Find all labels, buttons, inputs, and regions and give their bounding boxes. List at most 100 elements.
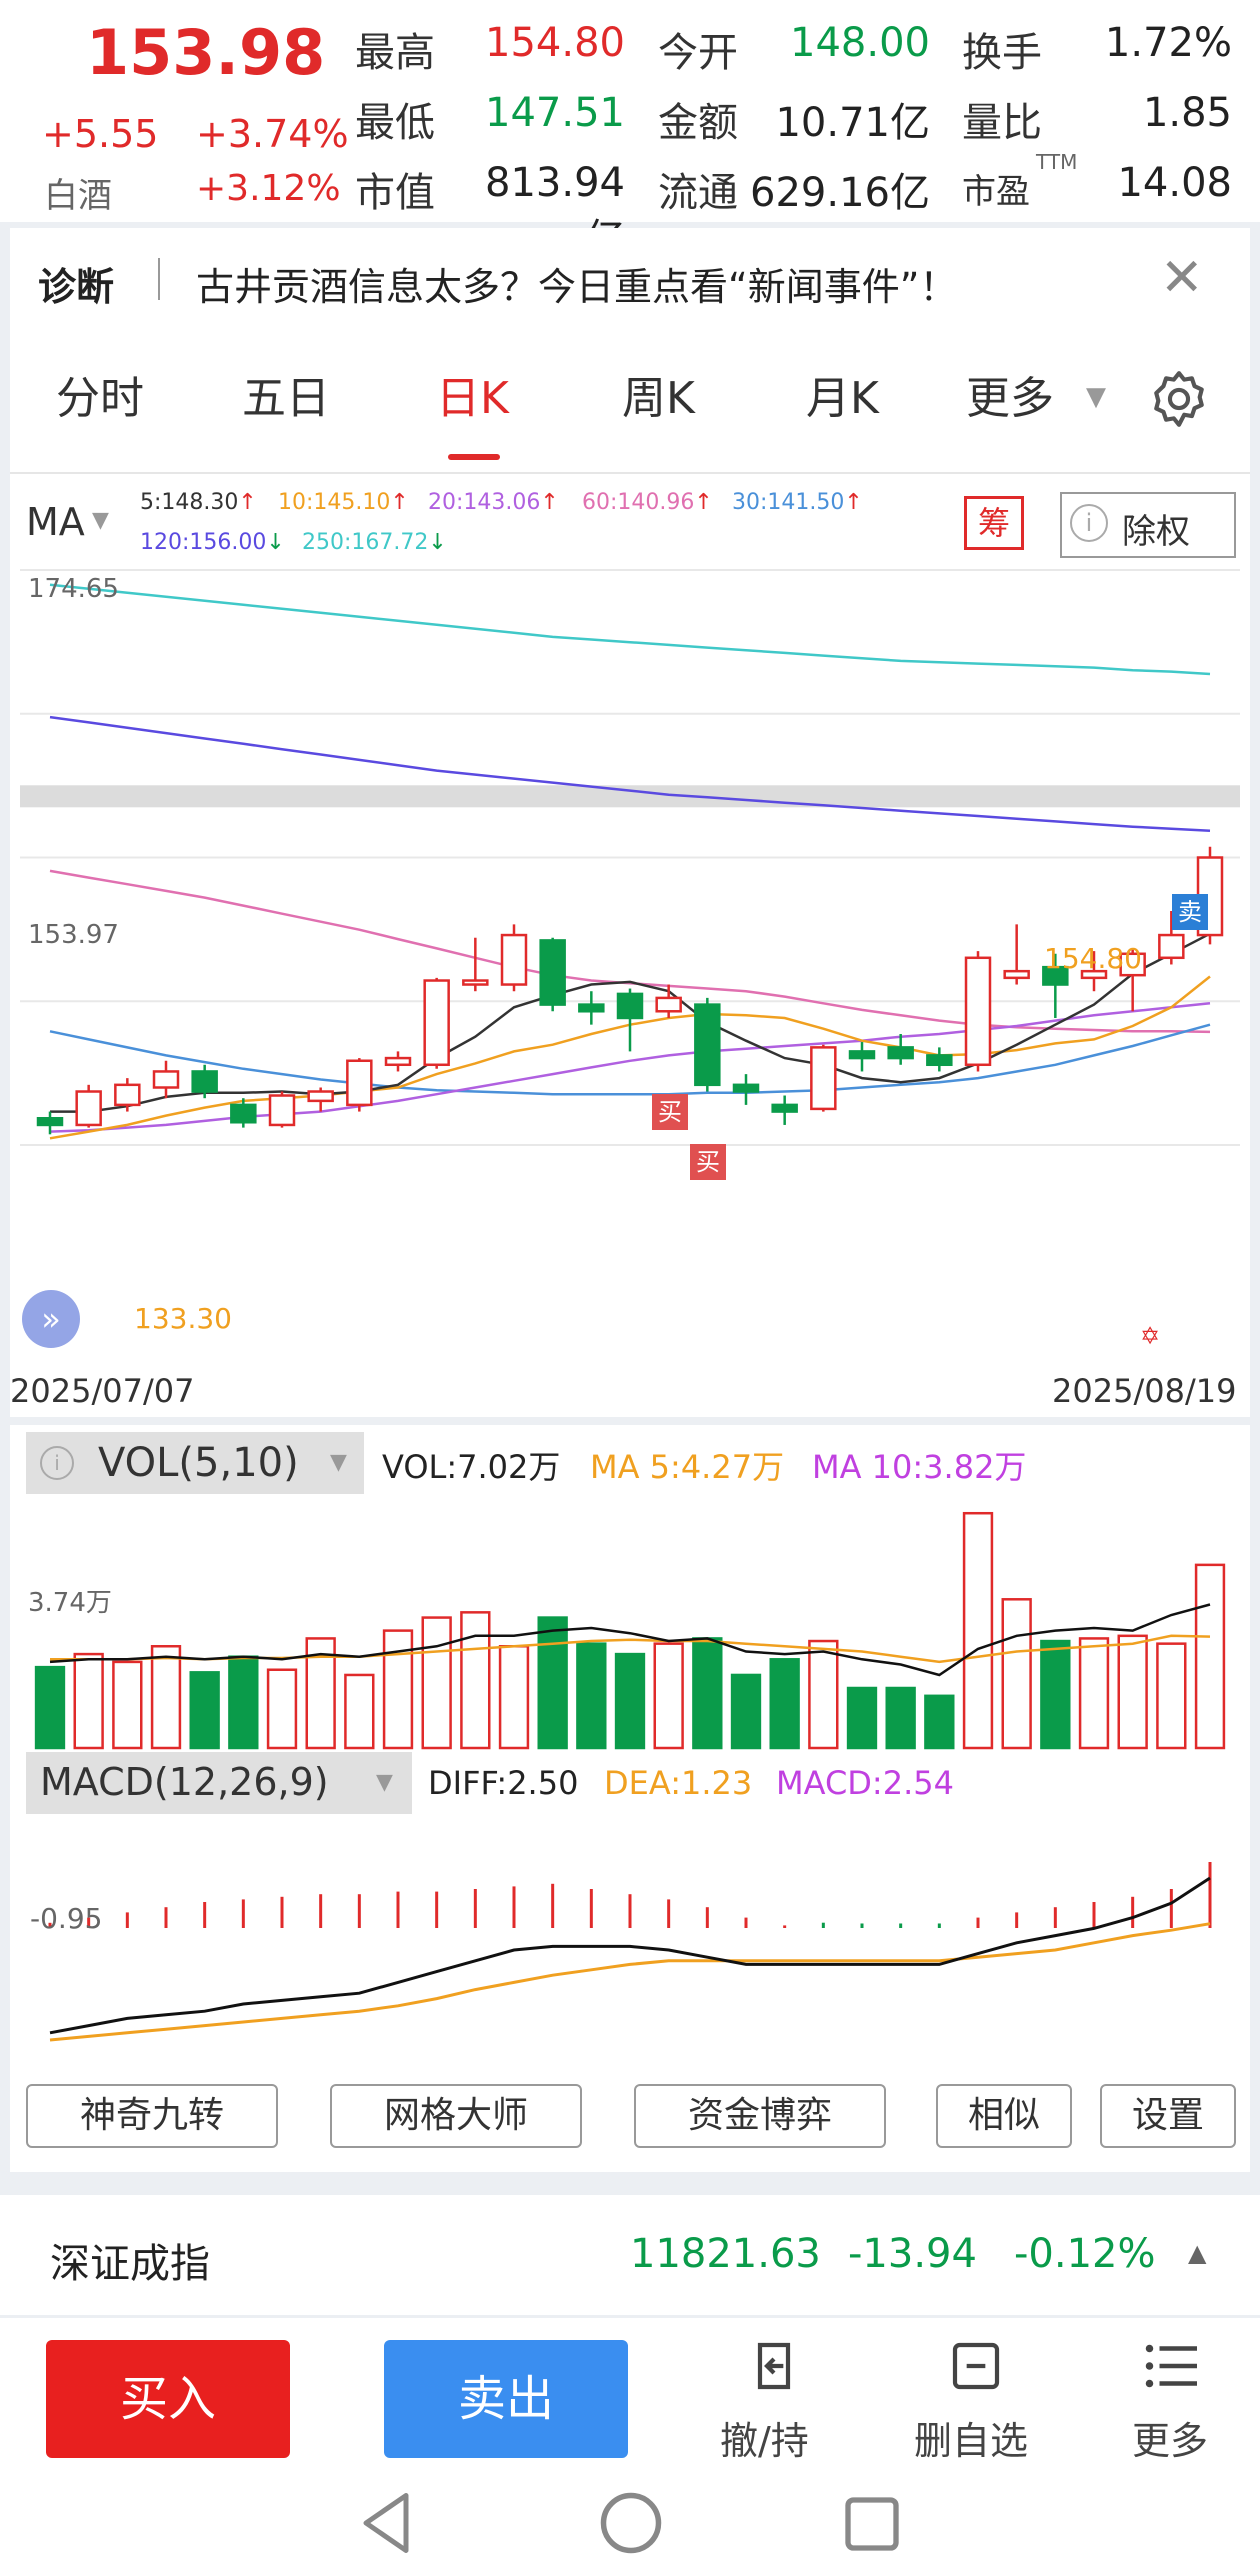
tab-fenshi[interactable]: 分时: [56, 373, 144, 424]
date-end: 2025/08/19: [1052, 1372, 1237, 1410]
sell-signal-marker[interactable]: 卖: [1172, 894, 1208, 930]
stat-value: 1.72%: [1104, 20, 1232, 66]
cancel-hold-button[interactable]: 撤/持: [712, 2338, 832, 2468]
info-icon: i: [40, 1446, 74, 1480]
ma-line-ma120: [49, 715, 1211, 833]
volume-bar: [924, 1694, 955, 1750]
stat-value: 148.00: [790, 20, 930, 66]
volume-bar: [1194, 1563, 1226, 1750]
stat-label: 今开: [658, 30, 738, 76]
volume-bar: [846, 1686, 878, 1750]
menu-icon: [1145, 2344, 1197, 2388]
candle-body: [732, 1083, 760, 1093]
stat-label: 市盈: [962, 172, 1030, 212]
buy-signal-marker[interactable]: 买: [652, 1094, 688, 1130]
tool-grid-master[interactable]: 网格大师: [330, 2084, 582, 2148]
candle-body: [462, 979, 489, 986]
candle-body: [926, 1054, 953, 1067]
index-pct: -0.12%: [1014, 2231, 1156, 2277]
ma-line-ma250: [49, 583, 1211, 676]
volume-bar: [498, 1645, 530, 1750]
candle-body: [152, 1070, 180, 1089]
candle-body: [75, 1090, 102, 1127]
buy-button[interactable]: 买入: [46, 2340, 290, 2458]
price-high-label: 174.65: [28, 574, 119, 604]
vol-indicator-selector[interactable]: i VOL(5,10) ▼: [26, 1432, 364, 1494]
tool-similar[interactable]: 相似: [936, 2084, 1072, 2148]
minus-square-icon: [952, 2342, 1000, 2390]
candle-body: [964, 956, 992, 1067]
tab-zhouk[interactable]: 周K: [622, 373, 695, 424]
tab-yuek[interactable]: 月K: [806, 373, 879, 424]
tool-nine-turn[interactable]: 神奇九转: [26, 2084, 278, 2148]
volume-bar: [112, 1660, 143, 1750]
chevron-down-icon[interactable]: ▼: [92, 508, 109, 533]
stat-label: 最高: [355, 30, 435, 76]
volume-chart[interactable]: [10, 1498, 1250, 1752]
dea-value: DEA:1.23: [604, 1764, 753, 1802]
divider: [158, 258, 160, 300]
chip-distribution-button[interactable]: 筹: [964, 496, 1024, 550]
candle-body: [810, 1046, 837, 1111]
gear-icon[interactable]: [1148, 368, 1210, 430]
candle-body: [268, 1094, 296, 1127]
back-nav-icon[interactable]: [356, 2488, 416, 2558]
volume-bar: [421, 1616, 452, 1750]
tool-fund-game[interactable]: 资金博弈: [634, 2084, 886, 2148]
volume-bar: [34, 1665, 66, 1750]
stat-label: 流通: [658, 170, 738, 216]
close-icon[interactable]: ✕: [1160, 248, 1204, 308]
volume-bar: [537, 1616, 568, 1750]
index-bar[interactable]: 深证成指 11821.63 -13.94 -0.12% ▲: [0, 2195, 1260, 2315]
stat-value: 14.08: [1117, 160, 1232, 206]
candle-body: [655, 996, 682, 1013]
volume-bar: [189, 1671, 220, 1750]
diff-value: DIFF:2.50: [428, 1764, 579, 1802]
macd-chart[interactable]: [10, 1818, 1250, 2058]
stat-value: 629.16亿: [750, 170, 930, 216]
vol-ma5-line: [49, 1603, 1211, 1677]
tab-rik[interactable]: 日K: [436, 373, 509, 424]
chevron-down-icon[interactable]: ▼: [1086, 382, 1106, 412]
max-price-marker: 154.80: [1044, 942, 1142, 975]
diagnosis-text[interactable]: 古井贡酒信息太多？今日重点看“新闻事件”！: [196, 265, 958, 309]
tab-wuri[interactable]: 五日: [242, 373, 330, 424]
candle-body: [384, 1056, 412, 1067]
macd-value: MACD:2.54: [776, 1764, 954, 1802]
candle-body: [1042, 965, 1069, 986]
chevron-down-icon: ▼: [330, 1450, 347, 1475]
pe-superscript: TTM: [1036, 150, 1078, 174]
volume-bar: [73, 1652, 104, 1750]
tool-settings[interactable]: 设置: [1100, 2084, 1236, 2148]
caret-up-icon[interactable]: ▲: [1188, 2239, 1207, 2267]
candle-body: [114, 1083, 141, 1107]
active-tab-indicator: [448, 454, 500, 460]
volume-bar: [1156, 1642, 1187, 1750]
expand-icon[interactable]: »: [22, 1290, 80, 1348]
macd-indicator-selector[interactable]: MACD(12,26,9) ▼: [26, 1752, 412, 1814]
vol-ma10-line: [50, 1634, 1211, 1664]
home-nav-icon[interactable]: [598, 2490, 664, 2556]
chuquan-button[interactable]: i 除权: [1060, 492, 1236, 558]
index-name: 深证成指: [50, 2241, 210, 2287]
tab-more[interactable]: 更多: [966, 373, 1054, 424]
recents-nav-icon[interactable]: [840, 2492, 904, 2556]
volume-bar: [1117, 1634, 1148, 1750]
kline-chart[interactable]: [10, 560, 1250, 1160]
stat-label: 最低: [355, 100, 435, 146]
ma20-value: 20:143.06↑: [428, 490, 559, 515]
ma-label[interactable]: MA: [26, 500, 85, 544]
candle-body: [191, 1070, 218, 1093]
macd-axis-label: -0.95: [30, 1902, 103, 1935]
buy-signal-marker[interactable]: 买: [690, 1144, 726, 1180]
stat-value: 154.80: [485, 20, 625, 66]
volume-bar: [808, 1639, 839, 1750]
remove-watchlist-button[interactable]: 删自选: [908, 2338, 1048, 2468]
ma60-value: 60:140.96↑: [582, 490, 713, 515]
volume-bar: [460, 1611, 491, 1750]
more-button[interactable]: 更多: [1120, 2338, 1230, 2468]
star-icon: ✡: [1140, 1322, 1161, 1350]
ma250-value: 250:167.72↓: [302, 530, 447, 555]
volume-bar: [228, 1655, 259, 1750]
sell-button[interactable]: 卖出: [384, 2340, 628, 2458]
